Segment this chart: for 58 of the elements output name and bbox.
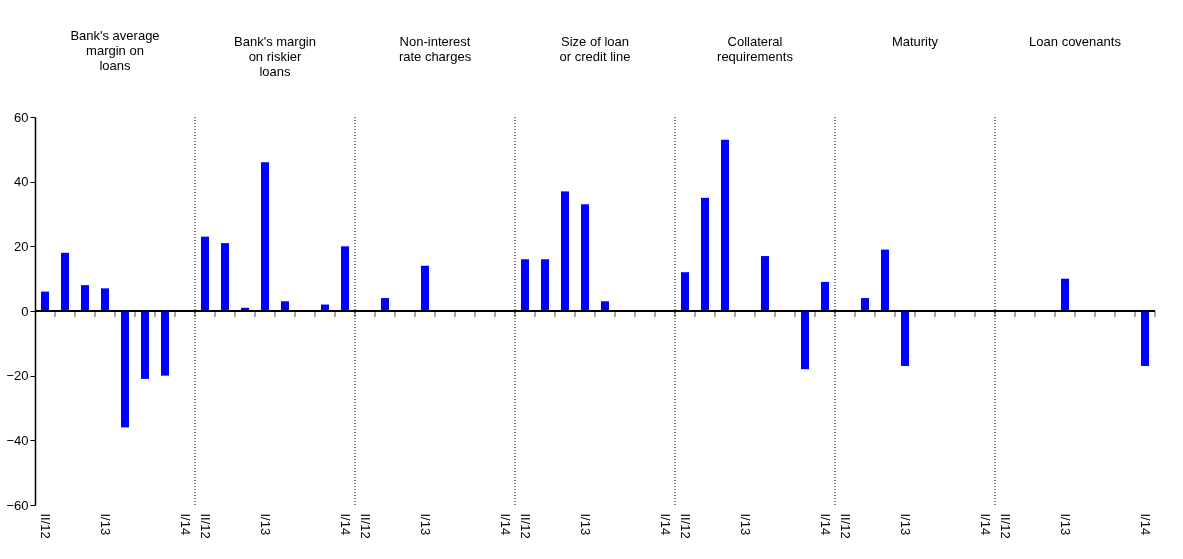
bar [701, 197, 709, 311]
x-tick-label: I/14 [978, 513, 993, 536]
bar [281, 301, 289, 311]
bar [681, 272, 689, 311]
x-tick-label: II/12 [518, 513, 533, 539]
x-tick-label: II/12 [198, 513, 213, 539]
x-tick-label: I/14 [658, 513, 673, 536]
y-tick-label: 20 [14, 238, 29, 254]
y-tick-label: 60 [14, 109, 29, 125]
bar [801, 311, 809, 370]
chart-title: Size of loan or credit line [559, 33, 631, 64]
bar [101, 288, 109, 311]
x-tick-label: II/12 [358, 513, 373, 539]
chart-title: Bank's average margin on loans [70, 28, 160, 73]
x-tick-label: II/12 [38, 513, 53, 539]
x-tick-label: II/12 [838, 513, 853, 539]
x-tick-label: I/13 [258, 513, 273, 536]
x-tick-label: II/12 [998, 513, 1013, 539]
x-tick-label: I/13 [98, 513, 113, 536]
bar [261, 162, 269, 311]
x-tick-label: I/14 [338, 513, 353, 536]
bar [121, 311, 129, 428]
bar [341, 246, 349, 311]
chart-title: Non-interest rate charges [398, 33, 472, 64]
x-tick-label: I/14 [178, 513, 193, 536]
bar [581, 204, 589, 311]
bar [41, 291, 49, 311]
bar [721, 139, 729, 311]
y-tick-label: −60 [6, 497, 29, 513]
bar [61, 252, 69, 311]
bar [221, 243, 229, 311]
bar [821, 281, 829, 311]
x-tick-label: I/13 [898, 513, 913, 536]
y-tick-label: −20 [6, 368, 29, 384]
bar [761, 256, 769, 311]
bar [521, 259, 529, 311]
x-tick-label: I/13 [418, 513, 433, 536]
bar [601, 301, 609, 311]
bar [141, 311, 149, 379]
chart-title: Maturity [891, 33, 939, 49]
y-tick-label: −40 [6, 432, 29, 448]
x-tick-label: I/14 [498, 513, 513, 536]
bar [541, 259, 549, 311]
y-tick-label: 40 [14, 174, 29, 190]
chart-title: Loan covenants [1029, 33, 1122, 49]
x-tick-label: I/13 [578, 513, 593, 536]
chart-title: Bank's margin on riskier loans [234, 33, 316, 79]
bar [81, 285, 89, 311]
chart-title: Collateral requirements [717, 33, 794, 64]
bar [561, 191, 569, 311]
x-tick-label: I/13 [738, 513, 753, 536]
x-tick-label: II/12 [678, 513, 693, 539]
x-tick-label: I/14 [1138, 513, 1153, 536]
x-tick-label: I/13 [1058, 513, 1073, 536]
x-tick-label: I/14 [818, 513, 833, 536]
bar [161, 311, 169, 376]
bar [201, 236, 209, 311]
y-tick-label: 0 [21, 303, 29, 319]
